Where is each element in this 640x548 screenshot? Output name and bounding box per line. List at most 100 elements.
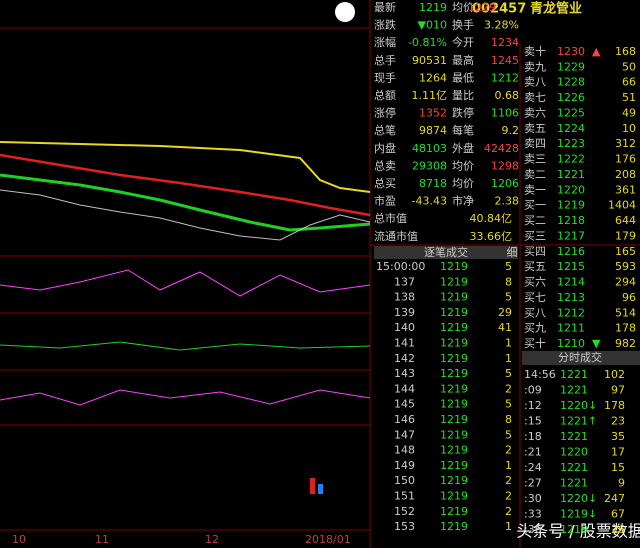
- quote-value: 9874: [419, 124, 447, 137]
- trade-time: 153: [394, 520, 415, 533]
- book-label: 卖三: [524, 153, 546, 166]
- book-label: 买五: [524, 260, 546, 273]
- minute-price: 1219: [560, 523, 588, 536]
- book-label: 卖九: [524, 60, 546, 73]
- kline-chart: [0, 0, 371, 548]
- quote-value: 3.28%: [484, 19, 519, 32]
- quote-label: 每笔: [452, 123, 474, 137]
- book-label: 买九: [524, 322, 546, 335]
- quote-value: ▼010: [418, 19, 447, 32]
- trade-price: 1219: [440, 291, 468, 304]
- stock-code: 002457: [472, 2, 526, 17]
- quote-label: 总卖: [374, 158, 396, 172]
- quote-label: 内盘: [374, 141, 396, 155]
- book-price: 1217: [557, 229, 585, 242]
- x-axis-label: 2018/01: [305, 533, 351, 546]
- trade-price: 1219: [440, 490, 468, 503]
- quote-value: 33.66亿: [470, 230, 513, 243]
- minute-volume: 178: [604, 399, 625, 412]
- trades-detail[interactable]: 细: [507, 246, 518, 259]
- book-label: 卖四: [524, 137, 546, 150]
- watermark: 头条号 / 股票数据猫: [516, 522, 640, 541]
- book-label: 卖五: [524, 122, 546, 135]
- book-price: 1221: [557, 168, 585, 181]
- quote-label: 市盈: [374, 194, 396, 208]
- minute-price: 1221: [560, 430, 588, 443]
- quote-label: 总市值: [374, 211, 407, 225]
- trade-volume: 2: [505, 474, 512, 487]
- minute-volume: 26: [611, 523, 625, 536]
- book-label: 买三: [524, 229, 546, 242]
- minute-time: :21: [524, 446, 542, 459]
- book-volume: 66: [622, 76, 636, 89]
- quote-label: 涨幅: [374, 36, 396, 49]
- trade-price: 1219: [440, 459, 468, 472]
- trade-time: 140: [394, 321, 415, 334]
- book-label: 买六: [524, 276, 546, 289]
- trade-volume: 5: [505, 260, 512, 273]
- book-label: 卖二: [524, 168, 546, 181]
- trade-volume: 2: [505, 444, 512, 457]
- trade-time: 144: [394, 382, 415, 395]
- book-label: 卖六: [524, 106, 546, 119]
- indicator-line: [0, 341, 371, 351]
- trade-price: 1219: [440, 520, 468, 533]
- minute-volume: 35: [611, 430, 625, 443]
- quote-value: 1298: [491, 159, 519, 172]
- minute-price: 1221: [560, 368, 588, 381]
- trade-price: 1219: [440, 428, 468, 441]
- quote-label: 跌停: [452, 106, 474, 120]
- quote-value: 8718: [419, 177, 447, 190]
- trade-price: 1219: [440, 413, 468, 426]
- quote-value: 1.11亿: [412, 89, 448, 102]
- trade-volume: 5: [505, 367, 512, 380]
- minute-price: 1221: [560, 384, 588, 397]
- book-price: 1224: [557, 122, 585, 135]
- book-volume: 176: [615, 153, 636, 166]
- trade-time: 145: [394, 398, 415, 411]
- book-volume: 50: [622, 60, 636, 73]
- quote-value: 29308: [412, 159, 447, 172]
- minute-time: :09: [524, 384, 542, 397]
- trade-volume: 29: [498, 306, 512, 319]
- quote-label: 均价: [452, 1, 474, 14]
- trades-title: 逐笔成交: [424, 245, 468, 259]
- minute-time: :27: [524, 477, 542, 490]
- indicator-line: [0, 269, 371, 297]
- minute-time: :30: [524, 492, 542, 505]
- book-volume: 593: [615, 260, 636, 273]
- minute-price: 1221: [560, 461, 588, 474]
- book-volume: 208: [615, 168, 636, 181]
- quote-value: 1212: [491, 71, 519, 84]
- trade-time: 139: [394, 306, 415, 319]
- trade-price: 1219: [440, 367, 468, 380]
- book-volume: 312: [615, 137, 636, 150]
- trade-volume: 1: [505, 352, 512, 365]
- trade-price: 1219: [440, 444, 468, 457]
- quote-value: 1229: [468, 1, 496, 14]
- minute-price: 1221: [560, 477, 588, 490]
- book-volume: 96: [622, 291, 636, 304]
- quote-label: 最高: [452, 53, 474, 67]
- quote-value: 1206: [491, 177, 519, 190]
- trade-price: 1219: [440, 306, 468, 319]
- trade-volume: 8: [505, 275, 512, 288]
- book-volume: 361: [615, 183, 636, 196]
- trade-volume: 1: [505, 520, 512, 533]
- minute-price: 1220↓: [560, 399, 597, 412]
- trade-price: 1219: [440, 275, 468, 288]
- trade-price: 1219: [440, 337, 468, 350]
- trade-time: 148: [394, 444, 415, 457]
- book-volume: 178: [615, 322, 636, 335]
- trade-volume: 1: [505, 459, 512, 472]
- book-price: 1210: [557, 337, 585, 350]
- quote-label: 现手: [374, 70, 396, 84]
- quote-value: 1352: [419, 107, 447, 120]
- book-price: 1216: [557, 245, 585, 258]
- minute-volume: 17: [611, 446, 625, 459]
- quote-value: 1234: [491, 36, 519, 49]
- minute-volume: 247: [604, 492, 625, 505]
- trade-volume: 2: [505, 382, 512, 395]
- quote-label: 均价: [452, 177, 474, 190]
- quote-label: 换手: [452, 18, 474, 32]
